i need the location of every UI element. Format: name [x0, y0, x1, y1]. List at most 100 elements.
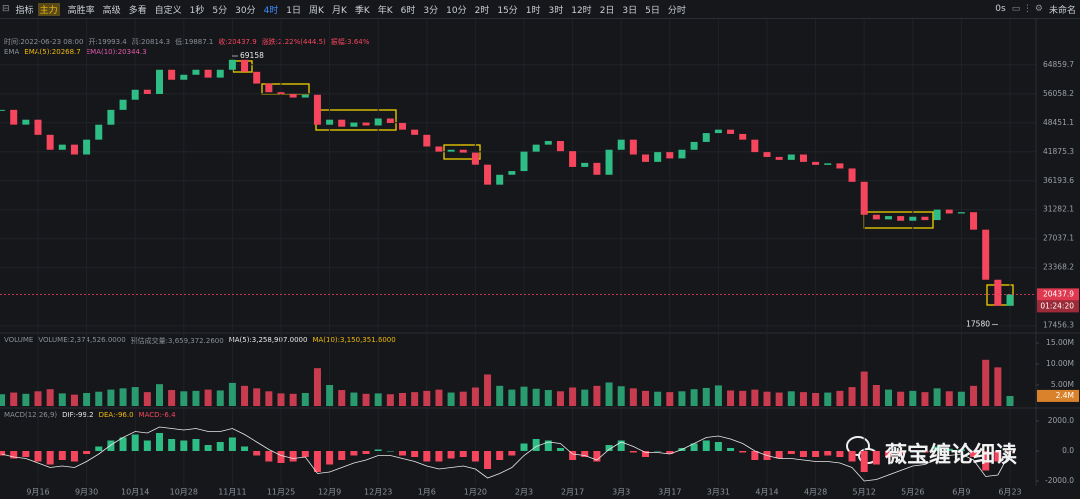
macd-bar [848, 450, 856, 462]
interval[interactable]: 10分 [446, 5, 467, 16]
volume-bar [751, 389, 759, 406]
macd-bar [399, 450, 406, 456]
legend: EMA [4, 48, 20, 56]
candle [253, 71, 261, 84]
volume-bar [447, 392, 455, 406]
toolbar: ⊟ 指标 主力 高胜率 高级 多看 自定义 1秒 5分 30分 4时 1日 周K 月… [0, 0, 1080, 19]
macd-bar [253, 450, 261, 456]
macd-bar [484, 450, 492, 469]
volume-bar [690, 389, 698, 406]
info: 振幅:3.64% [330, 38, 370, 46]
candle [338, 119, 346, 127]
x-tick-label: 3月31 [707, 488, 730, 497]
candle [277, 92, 285, 94]
interval[interactable]: 30分 [235, 5, 256, 16]
y-tick-label: 56058.2 [1043, 89, 1074, 98]
y-tick-label: 23368.2 [1043, 263, 1074, 272]
candle [957, 212, 965, 214]
macd-bar [156, 432, 163, 451]
interval[interactable]: 12时 [571, 5, 592, 16]
macd-bar [751, 450, 759, 460]
interval[interactable]: 5日 [645, 5, 660, 16]
macd-bar [423, 450, 431, 462]
candle [654, 152, 662, 162]
interval[interactable]: 年K [377, 5, 393, 16]
macd-bar [933, 446, 941, 451]
icon[interactable]: ▭ ⋮ ⚙ [1011, 4, 1043, 14]
interval[interactable]: 1日 [286, 5, 302, 16]
volume-bar [484, 374, 492, 406]
volume-bar [775, 392, 783, 406]
x-tick-label: 11月25 [267, 488, 295, 497]
volume-bar [119, 388, 127, 406]
y-tick-label: 36193.6 [1043, 176, 1074, 185]
macd-bar [532, 438, 540, 451]
tool[interactable]: 高胜率 [67, 5, 95, 16]
price-tag: 20437.9 [1043, 289, 1074, 298]
macd-bar [739, 450, 747, 453]
macd-bar [775, 450, 783, 459]
y-tick-label: 27037.1 [1043, 234, 1074, 243]
volume-bar [399, 392, 406, 406]
interval[interactable]: 2日 [599, 5, 615, 16]
candle [168, 69, 176, 80]
icon[interactable]: ⊟ [2, 4, 10, 14]
interval[interactable]: 季K [354, 5, 370, 16]
tool[interactable]: 指标 [15, 5, 34, 16]
interval[interactable]: 月K [331, 5, 347, 16]
status: 0s [995, 4, 1006, 14]
volume-bar [204, 389, 212, 406]
interval[interactable]: 3分 [423, 5, 439, 16]
y-tick-label: 17456.3 [1043, 321, 1074, 330]
candle [508, 171, 516, 175]
macd-bar [824, 450, 832, 456]
x-tick-label: 10月14 [121, 488, 149, 497]
info: 高:20814.3 [131, 38, 171, 46]
interval[interactable]: 分时 [667, 5, 686, 16]
tool[interactable]: 多看 [128, 5, 147, 16]
candle [1006, 294, 1014, 306]
volume-bar [411, 392, 419, 406]
candle [0, 109, 6, 111]
tool[interactable]: 自定义 [154, 5, 182, 16]
volume-bar [897, 391, 905, 406]
candle [945, 209, 953, 214]
interval[interactable]: 5分 [212, 5, 228, 16]
macd-bar [471, 450, 479, 462]
candle [909, 216, 917, 221]
volume-bar [1006, 396, 1014, 406]
x-tick-label: 2月3 [515, 488, 533, 497]
interval[interactable]: 周K [309, 5, 324, 16]
legend: DEA:-96.0 [98, 411, 134, 419]
low-marker: 17580 [966, 319, 990, 328]
macd-bar [909, 450, 917, 452]
volume-bar [508, 389, 516, 406]
macd-bar [10, 450, 18, 459]
layout-name[interactable]: 未命名 [1048, 5, 1076, 16]
countdown-bg [1037, 300, 1079, 313]
candle [156, 69, 163, 94]
macd-bar [812, 450, 820, 457]
interval[interactable]: 3时 [548, 5, 564, 16]
interval[interactable]: 15分 [497, 5, 518, 16]
macd-bar [593, 450, 601, 462]
interval[interactable]: 6时 [400, 5, 416, 16]
tool[interactable]: 高级 [102, 5, 121, 16]
interval[interactable]: 2时 [474, 5, 490, 16]
interval[interactable]: 3日 [622, 5, 638, 16]
volume-bar [471, 387, 479, 406]
candle [824, 163, 832, 165]
candle [399, 122, 406, 130]
legend: EMA(10):20344.3 [85, 48, 147, 56]
interval[interactable]: 4时 [263, 5, 279, 16]
x-tick-label: 9月30 [75, 488, 98, 497]
volume-bar [313, 368, 321, 406]
volume-bar [799, 392, 807, 406]
interval[interactable]: 1时 [525, 5, 541, 16]
candle [836, 163, 844, 169]
tag[interactable]: 主力 [37, 2, 60, 16]
interval[interactable]: 1秒 [189, 5, 205, 16]
macd-bar [702, 440, 710, 451]
volume-bar [192, 390, 200, 406]
